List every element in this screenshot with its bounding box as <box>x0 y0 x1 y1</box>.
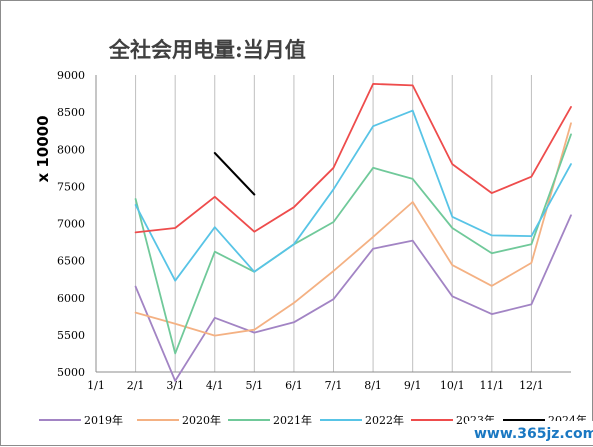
y-tick-label-5500: 5500 <box>57 329 85 342</box>
x-tick-label-8-1: 8/1 <box>364 379 382 392</box>
x-tick-labels: 1/1 2/1 3/1 4/1 5/1 6/1 7/1 8/1 9/1 10/1 11/1 12/1 <box>87 379 544 392</box>
y-tick-label-6500: 6500 <box>57 255 85 268</box>
x-tick-label-5-1: 5/1 <box>245 379 263 392</box>
axes <box>95 75 571 373</box>
x-tick-label-12-1: 12/1 <box>519 379 544 392</box>
watermark-text: www.365jz.com <box>474 426 593 442</box>
legend-label-2022: 2022年 <box>365 413 404 427</box>
series-line-2024 <box>213 152 256 196</box>
legend: 2019年 2020年 2021年 2022年 2023年 2024年 <box>39 413 587 427</box>
x-tick-label-11-1: 11/1 <box>479 379 504 392</box>
legend-label-2019: 2019年 <box>84 413 123 427</box>
y-tick-label-7000: 7000 <box>57 218 85 231</box>
y-tick-label-9000: 9000 <box>57 69 85 82</box>
x-tick-label-2-1: 2/1 <box>127 379 145 392</box>
y-axis-label: x 10000 <box>34 115 52 182</box>
x-tick-label-4-1: 4/1 <box>206 379 224 392</box>
series-line-2019 <box>134 214 572 382</box>
x-tick-label-9-1: 9/1 <box>404 379 422 392</box>
series-line-2023 <box>134 83 572 234</box>
x-tick-label-7-1: 7/1 <box>325 379 343 392</box>
x-tick-label-3-1: 3/1 <box>166 379 184 392</box>
legend-label-2021: 2021年 <box>273 413 312 427</box>
y-tick-labels: 5000 5500 6000 6500 7000 7500 8000 8500 9000 <box>57 69 85 379</box>
y-tick-label-6000: 6000 <box>57 292 85 305</box>
series-line-2021 <box>134 133 572 355</box>
series-line-2020 <box>134 122 572 337</box>
y-tick-label-8500: 8500 <box>57 106 85 119</box>
y-tick-label-7500: 7500 <box>57 180 85 193</box>
y-tick-label-5000: 5000 <box>57 366 85 379</box>
chart-title: 全社会用电量:当月值 <box>108 37 306 62</box>
legend-label-2020: 2020年 <box>182 413 221 427</box>
series-line-2022 <box>134 109 572 282</box>
watermark-background <box>467 421 593 445</box>
x-tick-label-10-1: 10/1 <box>440 379 465 392</box>
x-tick-label-6-1: 6/1 <box>285 379 303 392</box>
grid-lines <box>135 75 532 372</box>
y-tick-label-8000: 8000 <box>57 143 85 156</box>
x-tick-label-1-1: 1/1 <box>87 379 105 392</box>
series-lines <box>134 83 572 382</box>
